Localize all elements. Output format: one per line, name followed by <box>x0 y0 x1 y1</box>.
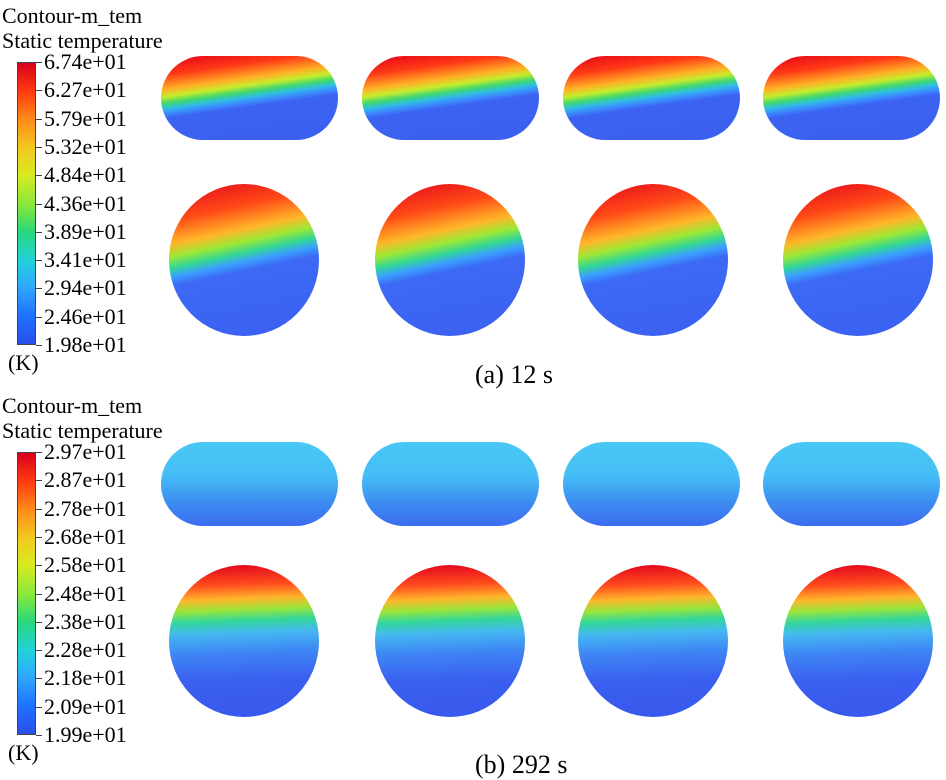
caption: (a) 12 s <box>475 360 553 389</box>
variable-title: Static temperature <box>2 28 163 53</box>
colorbar-tick <box>36 260 42 262</box>
colorbar-tick <box>36 452 42 453</box>
legend-label: 5.32e+01 <box>44 133 127 159</box>
colorbar <box>17 62 36 345</box>
contour-section-circle <box>375 565 525 717</box>
contour-section-stadium <box>161 56 338 140</box>
colorbar-tick <box>36 593 42 595</box>
contour-section-stadium <box>362 442 539 526</box>
contour-section-circle <box>578 184 728 336</box>
legend-label: 3.89e+01 <box>44 218 127 244</box>
colorbar-tick <box>36 118 42 120</box>
legend-label: 2.97e+01 <box>44 439 127 464</box>
colorbar <box>17 452 36 735</box>
legend-label: 2.38e+01 <box>44 608 127 634</box>
colorbar-tick <box>36 565 42 567</box>
legend-label: 2.18e+01 <box>44 665 127 691</box>
contour-section-circle <box>169 184 319 336</box>
contour-section-stadium <box>563 56 740 140</box>
colorbar-tick <box>36 288 42 290</box>
legend-label: 2.58e+01 <box>44 552 127 578</box>
legend-label: 3.41e+01 <box>44 247 127 273</box>
contour-section-stadium <box>763 442 940 526</box>
legend-label: 4.36e+01 <box>44 190 127 216</box>
legend-label: 2.87e+01 <box>44 467 127 493</box>
colorbar-tick <box>36 203 42 205</box>
contour-title: Contour-m_tem <box>2 3 143 28</box>
colorbar-tick <box>36 536 42 538</box>
colorbar-tick <box>36 706 42 708</box>
contour-section-circle <box>783 565 933 717</box>
contour-section-stadium <box>161 442 338 526</box>
unit-label: (K) <box>8 740 39 765</box>
legend-label: 1.98e+01 <box>44 332 127 357</box>
colorbar-ticks <box>36 452 44 736</box>
unit-label: (K) <box>8 350 39 375</box>
colorbar-tick <box>36 621 42 623</box>
contour-section-circle <box>169 565 319 717</box>
legend-label: 2.78e+01 <box>44 495 127 521</box>
colorbar-tick <box>36 175 42 177</box>
legend-label: 1.99e+01 <box>44 722 127 747</box>
colorbar-tick <box>36 90 42 92</box>
colorbar-ticks <box>36 62 44 346</box>
colorbar-tick <box>36 62 42 63</box>
colorbar-tick <box>36 146 42 148</box>
legend-label: 4.84e+01 <box>44 162 127 188</box>
legend-label: 5.79e+01 <box>44 105 127 131</box>
contour-section-circle <box>783 184 933 336</box>
legend-label: 2.09e+01 <box>44 693 127 719</box>
caption: (b) 292 s <box>475 750 568 779</box>
contour-section-stadium <box>563 442 740 526</box>
panel-b: Contour-m_tem Static temperature 2.97e+0… <box>0 390 946 780</box>
panel-a: Contour-m_tem Static temperature 6.74e+0… <box>2 3 940 389</box>
colorbar-tick <box>36 508 42 510</box>
contour-section-circle <box>375 184 525 336</box>
legend-label: 2.94e+01 <box>44 275 127 301</box>
legend-label: 6.74e+01 <box>44 49 127 74</box>
legend-label: 2.46e+01 <box>44 303 127 329</box>
legend-label: 2.68e+01 <box>44 523 127 549</box>
colorbar-tick <box>36 345 42 346</box>
contour-section-stadium <box>763 56 940 140</box>
colorbar-tick <box>36 231 42 233</box>
contour-title: Contour-m_tem <box>2 393 143 418</box>
legend-label: 6.27e+01 <box>44 77 127 103</box>
colorbar-tick <box>36 678 42 680</box>
contour-section-circle <box>578 565 728 717</box>
colorbar-tick <box>36 650 42 652</box>
colorbar-tick <box>36 480 42 482</box>
legend-label: 2.28e+01 <box>44 637 127 663</box>
colorbar-tick <box>36 735 42 736</box>
colorbar-tick <box>36 316 42 318</box>
contour-section-stadium <box>362 56 539 140</box>
legend-label: 2.48e+01 <box>44 580 127 606</box>
variable-title: Static temperature <box>2 418 163 443</box>
